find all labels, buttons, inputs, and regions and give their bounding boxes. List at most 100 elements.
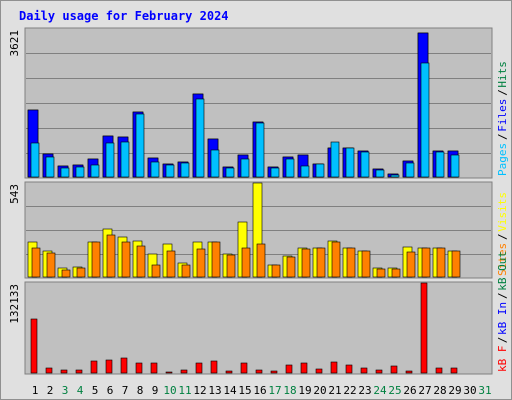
legend-pages: Pages [496,143,509,176]
legend-files: Files [496,99,509,132]
bar-pages [270,167,280,178]
bar-kb-f [240,362,248,374]
bar-pages [450,154,460,178]
x-tick-label: 25 [388,384,401,397]
x-tick-label: 19 [298,384,311,397]
bar-pages [300,165,310,178]
bar-pages [330,141,340,178]
bar-sites [241,247,251,278]
bar-kb-f [105,359,113,374]
bar-kb-f [315,368,323,374]
legend-sites: Sites [496,243,509,276]
bar-sites [331,241,341,278]
bar-kb-f [225,370,233,374]
bar-sites [31,247,41,278]
bar-pages [165,164,175,178]
x-tick-label: 22 [343,384,356,397]
bar-kb-f [135,362,143,374]
x-tick-label: 8 [137,384,144,397]
x-tick-label: 6 [107,384,114,397]
bar-sites [106,234,116,278]
bar-sites [211,241,221,278]
bar-kb-f [45,367,53,374]
bar-kb-f [210,360,218,374]
bar-sites [256,243,266,278]
bar-pages [420,62,430,178]
bar-kb-f [165,371,173,374]
x-tick-label: 15 [238,384,251,397]
x-tick-label: 10 [163,384,176,397]
bar-kb-f [435,367,443,374]
legend-separator: / [496,337,509,344]
bar-pages [405,162,415,178]
legend-separator: / [496,292,509,299]
bar-sites [91,241,101,278]
bar-kb-f [405,370,413,374]
max-label-kbytes: 132133 [8,284,21,324]
bar-kb-f [390,365,398,374]
bar-sites [286,256,296,278]
x-tick-label: 17 [268,384,281,397]
bar-pages [360,151,370,178]
bar-pages [180,162,190,178]
bar-pages [240,158,250,178]
bar-kb-f [345,364,353,374]
bar-sites [421,247,431,278]
bar-pages [105,142,115,178]
bar-kb-f [30,318,38,374]
bar-sites [406,251,416,278]
bar-pages [90,164,100,178]
x-tick-label: 12 [193,384,206,397]
x-tick-label: 30 [463,384,476,397]
bar-kb-f [285,364,293,374]
max-label-visits-sites: 543 [8,184,21,204]
bar-pages [315,163,325,178]
x-tick-label: 16 [253,384,266,397]
legend-hits: Hits [496,61,509,88]
x-tick-label: 5 [92,384,99,397]
x-tick-label: 18 [283,384,296,397]
x-tick-label: 9 [152,384,159,397]
bar-kb-f [90,360,98,374]
bar-sites [346,247,356,278]
legend-separator: / [496,133,509,140]
x-tick-label: 31 [478,384,491,397]
bar-sites [271,264,281,278]
bar-sites [76,267,86,278]
bar-kb-f [120,357,128,374]
bar-pages [75,166,85,178]
legend-separator: / [496,233,509,240]
bar-pages [255,122,265,178]
bar-pages [60,167,70,178]
x-tick-label: 4 [77,384,84,397]
bar-kb-f [300,362,308,374]
bar-sites [136,245,146,278]
bar-kb-f [150,362,158,374]
bar-sites [151,264,161,278]
bar-sites [226,254,236,278]
bar-kb-f [75,369,83,374]
x-tick-label: 11 [178,384,191,397]
x-tick-label: 21 [328,384,341,397]
bar-kb-f [195,362,203,374]
bar-sites [46,252,56,278]
bar-kb-f [255,369,263,374]
x-tick-label: 29 [448,384,461,397]
bar-kb-f [330,361,338,374]
bar-kb-f [60,369,68,374]
x-tick-label: 13 [208,384,221,397]
bar-pages [195,98,205,178]
x-tick-label: 14 [223,384,237,397]
bar-sites [121,241,131,278]
x-tick-label: 20 [313,384,326,397]
legend-separator: / [496,89,509,96]
bar-pages [150,161,160,178]
bar-sites [451,250,461,278]
chart-title: Daily usage for February 2024 [19,9,229,23]
bar-kb-f [375,369,383,374]
bar-sites [436,247,446,278]
legend-kb-out: kB Out [496,251,509,291]
bar-sites [316,247,326,278]
